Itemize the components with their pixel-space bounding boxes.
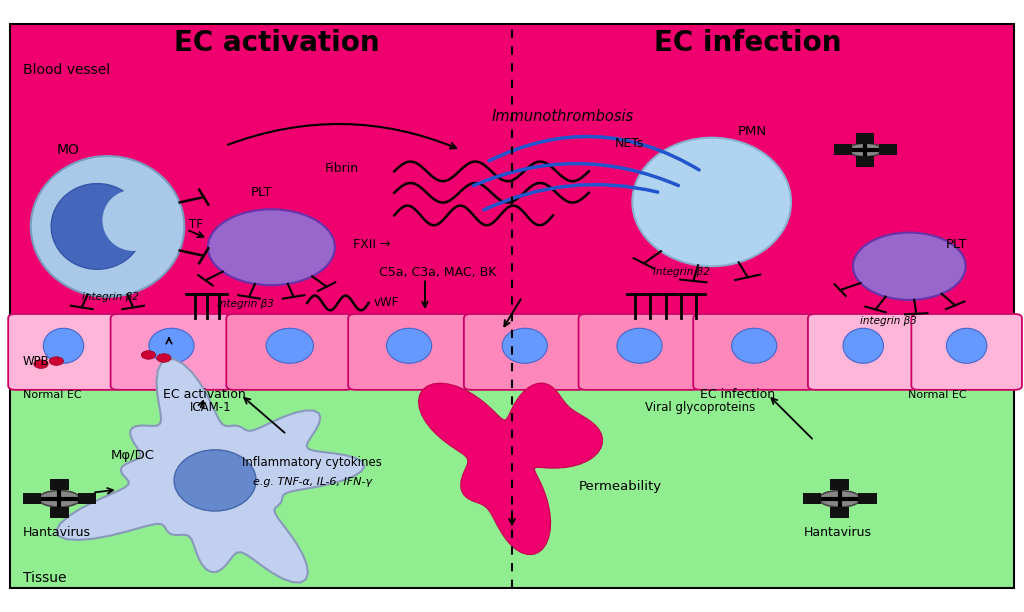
Text: EC infection: EC infection [653, 29, 842, 57]
Circle shape [208, 209, 335, 285]
FancyBboxPatch shape [348, 314, 470, 390]
Text: e.g. TNF-α, IL-6, IFN-γ: e.g. TNF-α, IL-6, IFN-γ [253, 477, 372, 487]
Ellipse shape [502, 328, 548, 364]
Ellipse shape [632, 138, 791, 266]
Bar [10, 386, 1014, 588]
Ellipse shape [31, 156, 184, 297]
Ellipse shape [266, 328, 313, 364]
Bar [10, 24, 1014, 386]
Ellipse shape [731, 328, 777, 364]
Text: Tissue: Tissue [23, 572, 66, 585]
Text: PLT: PLT [251, 186, 272, 200]
Text: EC infection: EC infection [699, 388, 775, 401]
Bar [834, 144, 852, 155]
Ellipse shape [616, 328, 663, 364]
Ellipse shape [39, 491, 80, 507]
Polygon shape [56, 359, 365, 583]
Text: PMN: PMN [737, 125, 766, 138]
Text: PLT: PLT [946, 238, 968, 252]
Text: TF: TF [189, 218, 204, 231]
Bar [856, 156, 874, 167]
FancyBboxPatch shape [464, 314, 586, 390]
Bar [803, 493, 821, 504]
Ellipse shape [174, 450, 256, 511]
Bar [50, 479, 69, 490]
FancyBboxPatch shape [808, 314, 919, 390]
Text: Permeability: Permeability [579, 480, 662, 493]
Text: FXII →: FXII → [353, 238, 391, 252]
FancyBboxPatch shape [693, 314, 815, 390]
Text: integrin β2: integrin β2 [82, 292, 139, 302]
Circle shape [34, 360, 48, 368]
FancyBboxPatch shape [911, 314, 1022, 390]
Ellipse shape [843, 328, 884, 364]
Ellipse shape [819, 491, 860, 507]
Bar [830, 479, 849, 490]
Circle shape [49, 357, 63, 365]
Polygon shape [419, 383, 602, 554]
Text: integrin β3: integrin β3 [217, 299, 274, 309]
Text: Immunothrombosis: Immunothrombosis [492, 109, 634, 124]
Bar [858, 493, 877, 504]
Text: EC activation: EC activation [164, 388, 246, 401]
Bar [856, 133, 874, 144]
Ellipse shape [848, 143, 882, 157]
Bar [50, 507, 69, 518]
Ellipse shape [51, 184, 143, 269]
Text: WPB: WPB [23, 354, 49, 368]
Ellipse shape [946, 328, 987, 364]
Text: Mφ/DC: Mφ/DC [111, 449, 155, 463]
FancyBboxPatch shape [226, 314, 353, 390]
Text: NETs: NETs [614, 137, 644, 151]
Bar [23, 493, 41, 504]
Bar [830, 507, 849, 518]
Text: C5a, C3a, MAC, BK: C5a, C3a, MAC, BK [379, 266, 497, 279]
Circle shape [141, 351, 156, 359]
Text: Viral glycoproteins: Viral glycoproteins [645, 401, 756, 414]
Text: Hantavirus: Hantavirus [23, 526, 90, 539]
Circle shape [157, 354, 171, 362]
Text: ICAM-1: ICAM-1 [189, 401, 231, 414]
Text: Blood vessel: Blood vessel [23, 64, 110, 77]
Text: integrin β2: integrin β2 [652, 267, 710, 277]
Ellipse shape [148, 328, 195, 364]
Bar [78, 493, 96, 504]
Text: EC activation: EC activation [174, 29, 379, 57]
Ellipse shape [386, 328, 432, 364]
Text: Normal EC: Normal EC [907, 390, 967, 400]
Text: Fibrin: Fibrin [325, 162, 358, 175]
Text: Hantavirus: Hantavirus [804, 526, 871, 539]
Text: MO: MO [56, 143, 79, 157]
Text: Normal EC: Normal EC [23, 390, 81, 400]
FancyBboxPatch shape [111, 314, 232, 390]
Ellipse shape [102, 190, 164, 251]
Text: integrin β3: integrin β3 [860, 316, 918, 326]
Text: Inflammatory cytokines: Inflammatory cytokines [243, 455, 382, 469]
FancyBboxPatch shape [8, 314, 119, 390]
Bar [879, 144, 897, 155]
Circle shape [853, 233, 966, 300]
Text: vWF: vWF [374, 296, 399, 310]
Ellipse shape [43, 328, 84, 364]
FancyBboxPatch shape [579, 314, 700, 390]
